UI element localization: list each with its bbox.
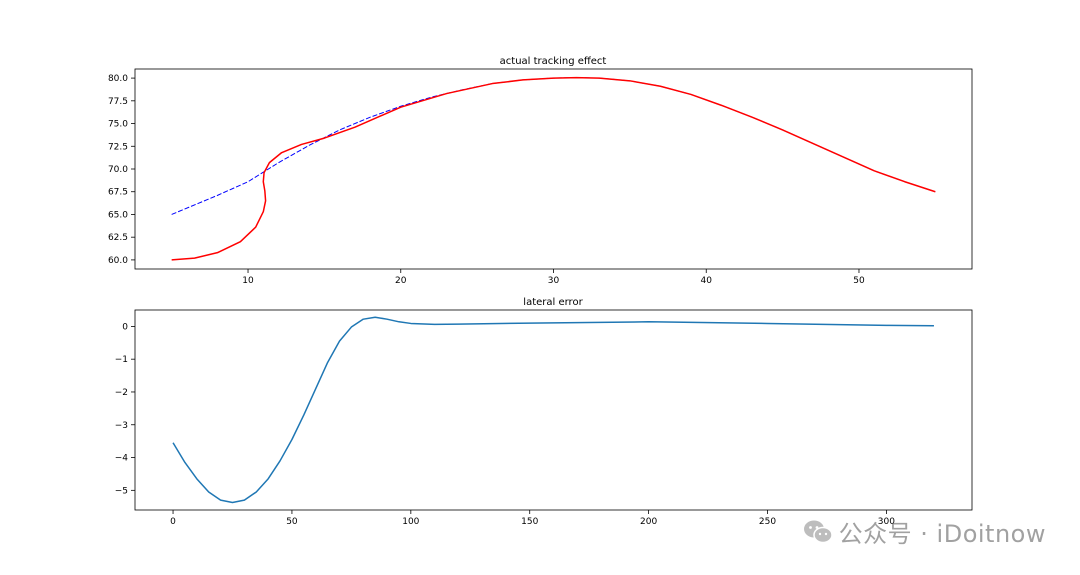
y-tick-label: 80.0 [108, 74, 128, 84]
tracking-ticks: 10 20 30 40 50 60.0 62.5 65.0 67.5 70.0 72.5 75.0 77… [108, 74, 865, 286]
y-tick-label: 65.0 [108, 210, 128, 220]
x-tick-label: 50 [853, 276, 865, 286]
x-tick-label: 40 [701, 276, 713, 286]
x-tick-label: 0 [170, 517, 176, 527]
chart-title: lateral error [523, 297, 583, 308]
lateral-error-plot-area [172, 316, 934, 504]
y-tick-label: 75.0 [108, 120, 128, 130]
x-tick-label: 100 [402, 517, 419, 527]
x-tick-label: 20 [395, 276, 407, 286]
series-line-1 [171, 77, 936, 215]
tracking-axes-frame [134, 68, 973, 270]
x-tick-label: 300 [878, 517, 895, 527]
y-tick-label: 72.5 [108, 142, 128, 152]
lateral-error-axes: lateral error 0 50 100 150 200 250 300 0 −1 −2 −3 −… [115, 297, 973, 527]
watermark: 公众号 · iDoitnow [803, 514, 1046, 549]
lateral-error-axes-frame [134, 309, 973, 511]
wechat-icon [803, 520, 833, 543]
watermark-text: 公众号 · iDoitnow [838, 520, 1046, 548]
x-tick-label: 10 [242, 276, 254, 286]
y-tick-label: 70.0 [108, 165, 128, 175]
series-line-2 [171, 76, 936, 261]
y-tick-label: 77.5 [108, 97, 128, 107]
chart-title: actual tracking effect [500, 56, 607, 67]
x-tick-label: 150 [521, 517, 538, 527]
y-tick-label: 67.5 [108, 188, 128, 198]
lateral-error-ticks: 0 50 100 150 200 250 300 0 −1 −2 −3 −4 −5 [115, 322, 896, 527]
y-tick-label: −5 [115, 486, 128, 496]
x-tick-label: 250 [759, 517, 776, 527]
series-line-1 [172, 316, 934, 504]
y-tick-label: −3 [115, 421, 128, 431]
y-tick-label: −2 [115, 388, 128, 398]
y-tick-label: 0 [122, 322, 128, 332]
y-tick-label: 60.0 [108, 256, 128, 266]
y-tick-label: 62.5 [108, 233, 128, 243]
y-tick-label: −1 [115, 355, 128, 365]
tracking-axes: actual tracking effect 10 20 30 40 50 60.0 62.… [108, 56, 973, 286]
y-tick-label: −4 [115, 454, 129, 464]
tracking-plot-area [171, 76, 936, 261]
x-tick-label: 30 [548, 276, 560, 286]
x-tick-label: 50 [286, 517, 298, 527]
x-tick-label: 200 [640, 517, 657, 527]
